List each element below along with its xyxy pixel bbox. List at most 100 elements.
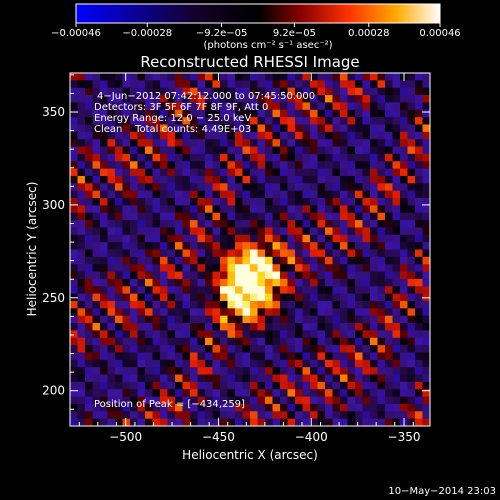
heatmap-cell: [392, 175, 401, 184]
heatmap-cell: [205, 345, 214, 354]
heatmap-cell: [272, 256, 281, 265]
heatmap-cell: [287, 271, 296, 280]
heatmap-cell: [280, 286, 289, 295]
heatmap-cell: [77, 293, 86, 302]
heatmap-cell: [100, 109, 109, 118]
heatmap-cell: [92, 418, 101, 426]
heatmap-cell: [250, 352, 259, 361]
heatmap-cell: [295, 396, 304, 405]
heatmap-cell: [227, 389, 236, 398]
heatmap-cell: [190, 212, 199, 221]
heatmap-cell: [115, 330, 124, 339]
heatmap-cell: [422, 278, 430, 287]
heatmap-cell: [175, 308, 184, 317]
heatmap-cell: [220, 337, 229, 346]
heatmap-cell: [302, 256, 311, 265]
heatmap-cell: [257, 418, 266, 426]
heatmap-cell: [392, 139, 401, 148]
heatmap-cell: [340, 411, 349, 420]
heatmap-cell: [355, 124, 364, 133]
heatmap-cell: [250, 190, 259, 199]
heatmap-cell: [287, 249, 296, 258]
heatmap-cell: [182, 161, 191, 170]
heatmap-cell: [175, 323, 184, 331]
heatmap-cell: [220, 359, 229, 368]
heatmap-cell: [107, 102, 116, 111]
heatmap-cell: [220, 242, 229, 251]
heatmap-cell: [152, 190, 161, 199]
heatmap-cell: [92, 212, 101, 221]
heatmap-cell: [325, 278, 334, 287]
heatmap-cell: [115, 367, 124, 376]
heatmap-cell: [235, 271, 244, 280]
heatmap-cell: [145, 256, 154, 265]
heatmap-cell: [160, 220, 169, 229]
heatmap-cell: [280, 367, 289, 376]
heatmap-cell: [235, 87, 244, 96]
heatmap-cell: [77, 183, 86, 192]
heatmap-cell: [355, 330, 364, 339]
heatmap-cell: [280, 300, 289, 309]
heatmap-cell: [332, 198, 341, 206]
heatmap-cell: [347, 80, 356, 89]
heatmap-cell: [107, 286, 116, 295]
heatmap-cell: [205, 411, 214, 420]
heatmap-cell: [280, 227, 289, 236]
heatmap-cell: [415, 234, 424, 243]
heatmap-cell: [325, 256, 334, 265]
heatmap-cell: [182, 403, 191, 412]
heatmap-cell: [385, 242, 394, 251]
heatmap-cell: [392, 271, 401, 280]
heatmap-cell: [115, 124, 124, 133]
heatmap-cell: [70, 95, 79, 104]
heatmap-cell: [340, 87, 349, 96]
heatmap-cell: [280, 102, 289, 111]
heatmap-cell: [280, 337, 289, 346]
heatmap-cell: [265, 330, 274, 339]
heatmap-cell: [107, 359, 116, 368]
heatmap-cell: [107, 183, 116, 192]
heatmap-cell: [160, 146, 169, 155]
heatmap-cell: [415, 315, 424, 324]
heatmap-cell: [107, 95, 116, 104]
heatmap-cell: [407, 80, 416, 89]
heatmap-cell: [190, 323, 199, 331]
heatmap-cell: [347, 234, 356, 243]
heatmap-cell: [242, 80, 251, 89]
heatmap-cell: [272, 131, 281, 140]
heatmap-cell: [332, 337, 341, 346]
heatmap-cell: [242, 212, 251, 221]
heatmap-cell: [77, 212, 86, 221]
heatmap-cell: [310, 256, 319, 265]
heatmap-cell: [130, 308, 139, 317]
heatmap-cell: [310, 345, 319, 354]
heatmap-cell: [392, 403, 401, 412]
heatmap-cell: [310, 183, 319, 192]
heatmap-cell: [190, 352, 199, 361]
heatmap-cell: [70, 73, 79, 81]
heatmap-cell: [325, 139, 334, 148]
heatmap-cell: [212, 183, 221, 192]
heatmap-cell: [272, 411, 281, 420]
heatmap-cell: [407, 183, 416, 192]
heatmap-cell: [370, 87, 379, 96]
heatmap-cell: [317, 234, 326, 243]
heatmap-cell: [265, 352, 274, 361]
heatmap-cell: [265, 146, 274, 155]
colorbar-tick-label: 0.00028: [348, 28, 389, 39]
heatmap-cell: [362, 234, 371, 243]
heatmap-cell: [85, 124, 94, 133]
heatmap-cell: [227, 411, 236, 420]
heatmap-cell: [385, 87, 394, 96]
heatmap-cell: [257, 352, 266, 361]
heatmap-cell: [347, 175, 356, 184]
heatmap-cell: [92, 271, 101, 280]
heatmap-cell: [400, 190, 409, 199]
heatmap-cell: [235, 411, 244, 420]
heatmap-cell: [302, 411, 311, 420]
heatmap-cell: [137, 161, 146, 170]
heatmap-cell: [347, 367, 356, 376]
heatmap-cell: [85, 139, 94, 148]
heatmap-cell: [77, 286, 86, 295]
heatmap-cell: [392, 124, 401, 133]
